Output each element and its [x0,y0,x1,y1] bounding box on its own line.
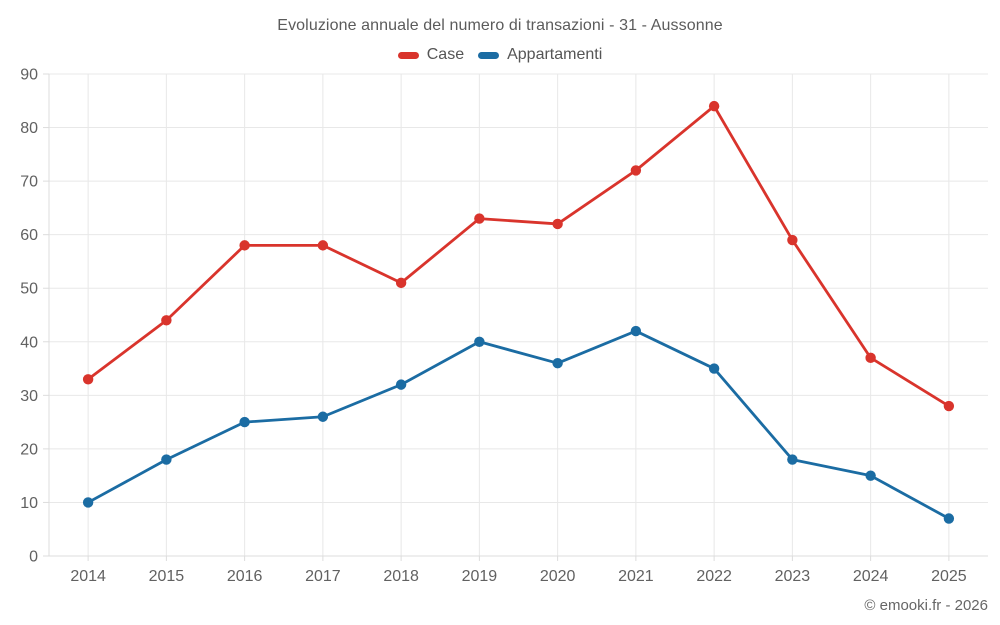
data-point-appartamenti-2015[interactable] [161,454,172,465]
data-point-appartamenti-2016[interactable] [239,416,250,428]
data-point-appartamenti-2020[interactable] [552,358,563,369]
data-point-appartamenti-2023[interactable] [787,454,798,465]
data-point-appartamenti-2017[interactable] [317,411,329,422]
legend-item-appartamenti[interactable]: Appartamenti [478,46,602,64]
x-axis-label: 2020 [540,568,576,585]
data-point-case-2017[interactable] [317,240,329,251]
data-point-appartamenti-2024[interactable] [865,470,876,481]
data-point-case-2019[interactable] [474,213,485,224]
y-axis-label: 40 [20,334,38,351]
y-axis-label: 20 [20,441,38,458]
appartamenti-legend-swatch-icon [478,51,500,59]
data-point-case-2024[interactable] [865,352,876,364]
x-axis-label: 2017 [305,568,341,585]
legend-label-case: Case [426,46,465,63]
y-axis-label: 30 [20,388,38,405]
x-axis-label: 2024 [853,568,889,585]
data-point-appartamenti-2014[interactable] [82,497,94,508]
x-axis-label: 2025 [931,568,967,585]
x-axis-label: 2023 [775,568,811,585]
data-point-case-2020[interactable] [552,218,563,230]
data-point-case-2021[interactable] [630,165,642,176]
y-axis-label: 0 [29,549,38,566]
y-axis-label: 10 [20,495,38,512]
case-legend-swatch-icon [397,51,419,59]
legend-label-appartamenti: Appartamenti [507,46,603,63]
data-point-appartamenti-2021[interactable] [630,325,642,337]
data-point-case-2018[interactable] [395,277,407,289]
y-axis-label: 80 [20,120,38,137]
series-line-appartamenti [86,329,951,520]
data-point-appartamenti-2018[interactable] [395,379,407,390]
y-axis-label: 60 [20,227,38,244]
x-axis-label: 2022 [696,568,732,585]
copyright-footer: © emooki.fr - 2026 [864,597,988,614]
chart-legend: Case Appartamenti [0,46,1000,64]
x-axis-label: 2019 [462,568,498,585]
y-axis-label: 90 [20,67,38,84]
data-point-case-2022[interactable] [708,100,720,112]
y-axis-label: 50 [20,281,38,298]
x-axis-label: 2014 [70,568,106,585]
x-axis-label: 2021 [618,568,654,585]
y-axis-label: 70 [20,174,38,191]
chart-title: Evoluzione annuale del numero di transaz… [277,17,723,34]
x-axis-label: 2016 [227,568,263,585]
x-axis-label: 2015 [149,568,185,585]
data-point-appartamenti-2025[interactable] [943,513,955,524]
data-point-case-2015[interactable] [161,315,172,326]
data-point-appartamenti-2019[interactable] [474,336,485,347]
data-point-case-2023[interactable] [787,234,798,246]
x-axis-label: 2018 [383,568,419,585]
legend-item-case[interactable]: Case [397,46,465,64]
data-point-case-2014[interactable] [82,374,94,385]
series-line-case [86,104,951,408]
data-point-appartamenti-2022[interactable] [708,363,720,374]
data-point-case-2016[interactable] [239,240,250,251]
data-point-case-2025[interactable] [943,400,955,412]
